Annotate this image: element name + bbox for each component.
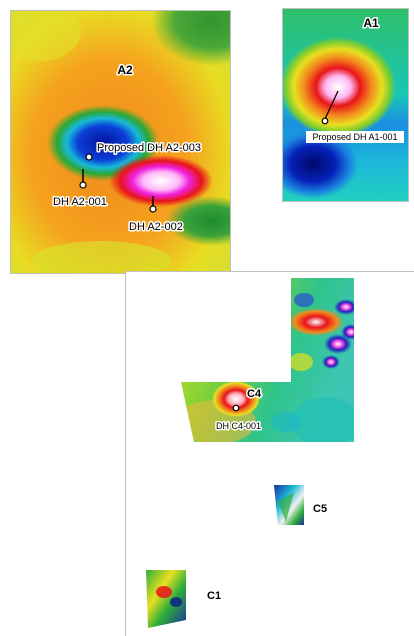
drill-hole-marker — [149, 205, 157, 213]
map-c-image: C4 DH C4-001 C5 C1 — [146, 278, 354, 628]
drill-hole-label: DH A2-002 — [129, 221, 183, 233]
area-label-a1: A1 — [363, 16, 379, 30]
drill-hole-label: DH C4-001 — [216, 421, 261, 431]
proposed-drill-hole-marker — [85, 153, 93, 161]
proposed-drill-hole-marker — [321, 117, 329, 125]
map-panel-a1: A1 Proposed DH A1-001 — [282, 8, 409, 202]
drill-hole-label: DH A2-001 — [53, 196, 107, 208]
map-a2-image: A2 Proposed DH A2-003 DH A2-001 DH A2-00… — [11, 11, 230, 273]
drill-hole-marker — [79, 181, 87, 189]
drill-hole-label: Proposed DH A1-001 — [312, 132, 397, 142]
area-label-c5: C5 — [313, 503, 327, 515]
drill-hole-marker — [232, 404, 240, 412]
area-label-a2: A2 — [117, 63, 133, 77]
map-panel-a2: A2 Proposed DH A2-003 DH A2-001 DH A2-00… — [10, 10, 231, 274]
drill-hole-label: Proposed DH A2-003 — [97, 142, 201, 154]
map-a1-image: A1 Proposed DH A1-001 — [283, 9, 408, 201]
area-label-c1: C1 — [207, 590, 221, 602]
survey-patch-c1 — [146, 570, 186, 628]
map-panel-c: C4 DH C4-001 C5 C1 — [125, 271, 414, 636]
area-label-c4: C4 — [247, 388, 262, 400]
